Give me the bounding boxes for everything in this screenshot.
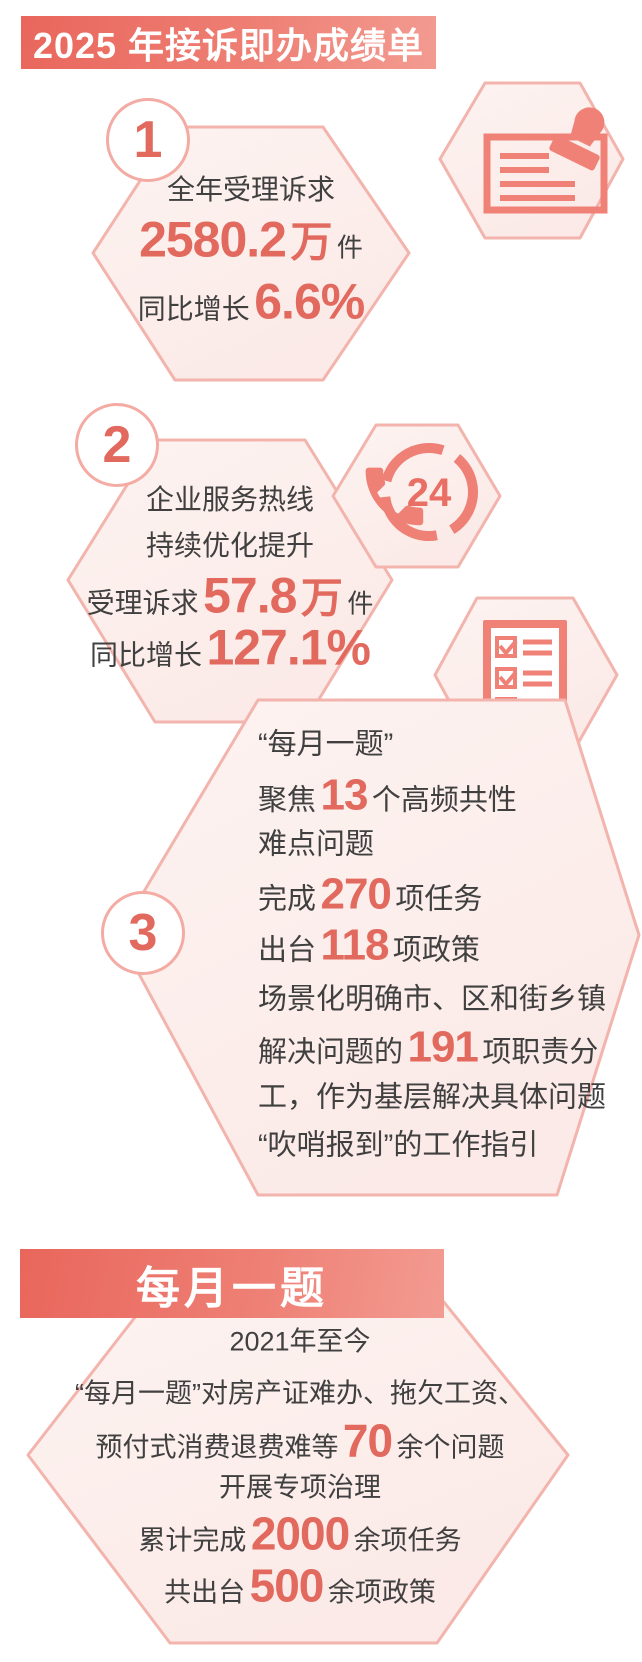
section3-number-circle: 3 <box>101 891 185 975</box>
section2-stat1-value: 57.8 <box>203 567 297 624</box>
monthly-line-4-text: 开展专项治理 <box>219 1472 381 1503</box>
section1-stat1-value: 2580.2 <box>139 211 287 268</box>
title-banner: 2025 年接诉即办成绩单 <box>21 16 436 69</box>
section3-line-2-num: 13 <box>320 770 368 820</box>
section3-line-4: 完成 270 项任务 <box>258 870 638 921</box>
monthly-line-1: 2021年至今 <box>40 1326 560 1357</box>
section3-line-2-post: 个高频共性 <box>371 784 517 817</box>
section1-stat2-line: 同比增长 6.6% <box>93 273 409 331</box>
monthly-line-1-text: 2021年至今 <box>229 1326 371 1357</box>
section2-stat2-value: 127.1% <box>206 619 371 676</box>
section3-line-7-pre: 解决问题的 <box>258 1036 404 1069</box>
section2-stat1-line: 受理诉求 57.8 万 件 <box>68 567 392 625</box>
section3-line-2-pre: 聚焦 <box>258 784 317 817</box>
section2-stat1-label: 受理诉求 <box>86 587 199 619</box>
monthly-line-6-num: 500 <box>249 1559 325 1612</box>
monthly-banner-text: 每月一题 <box>136 1263 328 1313</box>
section3-line-4-num: 270 <box>320 869 391 919</box>
section3-line-6: 场景化明确市、区和街乡镇 <box>258 983 638 1016</box>
section2-stat1-unit-small: 件 <box>347 588 374 619</box>
section2-stat2-line: 同比增长 127.1% <box>68 619 392 677</box>
section2-intro2: 持续优化提升 <box>145 529 314 561</box>
monthly-banner: 每月一题 <box>20 1249 444 1318</box>
monthly-line-6: 共出台 500 余项政策 <box>40 1560 560 1613</box>
monthly-line-2-text: “每月一题”对房产证难办、拖欠工资、 <box>75 1378 525 1409</box>
hotline-hexagon: 24 <box>331 423 502 569</box>
section1-stat2-value: 6.6% <box>254 273 365 330</box>
section2-stat2-label: 同比增长 <box>89 639 202 671</box>
section3-line-2: 聚焦 13 个高频共性 <box>258 771 638 822</box>
section3-line-7-post: 项职责分 <box>482 1036 599 1069</box>
title-banner-text: 2025 年接诉即办成绩单 <box>32 24 425 66</box>
monthly-line-5-post: 余项任务 <box>353 1525 462 1556</box>
section1-intro: 全年受理诉求 <box>166 173 335 205</box>
section2-intro1-line: 企业服务热线 <box>68 484 392 516</box>
section3-line-7: 解决问题的 191 项职责分 <box>258 1023 638 1074</box>
section3-line-7-num: 191 <box>407 1022 478 1072</box>
section2-number-circle: 2 <box>75 403 159 487</box>
section3-line-8-text: 工，作为基层解决具体问题 <box>258 1081 607 1114</box>
monthly-line-2: “每月一题”对房产证难办、拖欠工资、 <box>40 1378 560 1409</box>
monthly-line-6-post: 余项政策 <box>327 1577 436 1608</box>
section1-number-circle: 1 <box>106 98 190 182</box>
section3-line-3-text: 难点问题 <box>258 828 375 861</box>
section3-number: 3 <box>128 904 158 962</box>
section3-line-5-post: 项政策 <box>392 934 480 967</box>
section3-line-4-post: 项任务 <box>395 883 483 916</box>
section2-intro2-line: 持续优化提升 <box>68 530 392 562</box>
section3-line-6-text: 场景化明确市、区和街乡镇 <box>258 983 607 1016</box>
section1-stat2-label: 同比增长 <box>137 293 250 325</box>
section3-hexagon <box>116 698 641 1197</box>
monthly-line-6-pre: 共出台 <box>164 1577 246 1608</box>
monthly-line-5-pre: 累计完成 <box>138 1525 247 1556</box>
stamp-hexagon <box>438 81 625 240</box>
monthly-line-3-post: 余个问题 <box>396 1432 505 1463</box>
monthly-line-4: 开展专项治理 <box>40 1472 560 1503</box>
section1-stat1-unit-big: 万 <box>290 218 333 266</box>
monthly-line-3-num: 70 <box>342 1414 393 1467</box>
monthly-line-3-pre: 预付式消费退费难等 <box>95 1432 339 1463</box>
section3-line-1: “每月一题” <box>258 728 638 761</box>
section2-stat1-unit-big: 万 <box>300 574 343 622</box>
section1-stat1-unit-small: 件 <box>336 232 363 263</box>
section1-intro-line: 全年受理诉求 <box>93 174 409 206</box>
section3-line-9-text: “吹哨报到”的工作指引 <box>258 1129 539 1162</box>
section2-intro1: 企业服务热线 <box>145 483 314 515</box>
phone-24h-icon: 24 <box>365 443 478 541</box>
section3-line-1-text: “每月一题” <box>258 728 394 761</box>
section1-number: 1 <box>133 111 163 169</box>
section3-line-3: 难点问题 <box>258 828 638 861</box>
section3-line-9: “吹哨报到”的工作指引 <box>258 1129 638 1162</box>
section3-line-5-pre: 出台 <box>258 934 317 967</box>
monthly-line-5-num: 2000 <box>250 1507 350 1560</box>
section3-line-8: 工，作为基层解决具体问题 <box>258 1081 638 1114</box>
monthly-line-3: 预付式消费退费难等 70 余个问题 <box>40 1415 560 1468</box>
monthly-line-5: 累计完成 2000 余项任务 <box>40 1508 560 1561</box>
section3-line-5: 出台 118 项政策 <box>258 921 638 972</box>
section3-line-4-pre: 完成 <box>258 883 317 916</box>
stamp-document-icon <box>483 107 608 214</box>
section1-stat1-line: 2580.2 万 件 <box>93 211 409 269</box>
section3-line-5-num: 118 <box>320 920 389 970</box>
section2-number: 2 <box>102 416 132 474</box>
